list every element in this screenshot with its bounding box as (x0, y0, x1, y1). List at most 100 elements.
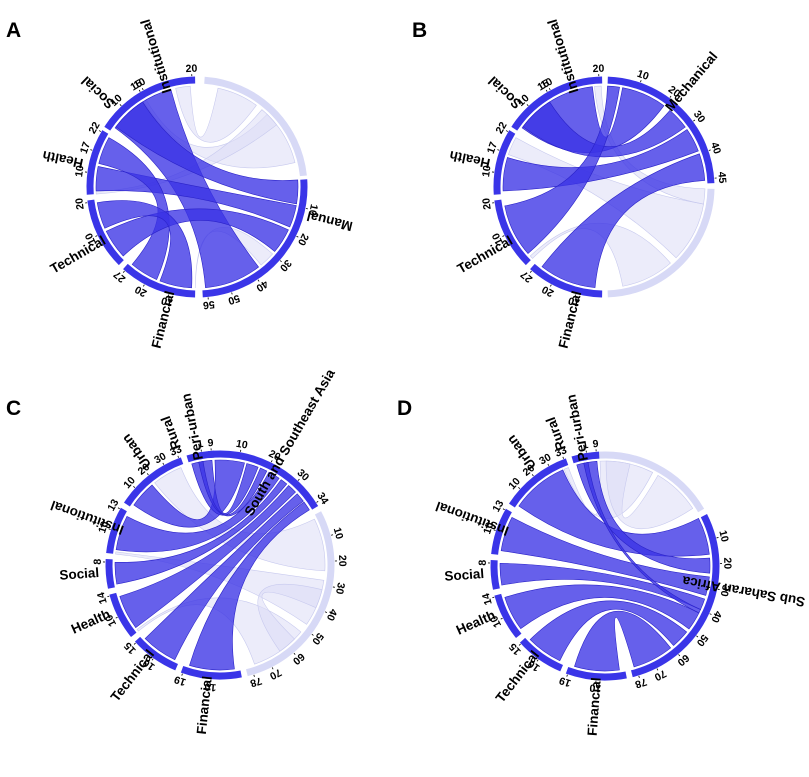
tick-label: 10 (539, 75, 555, 91)
tick-label: 20 (73, 197, 87, 210)
ribbon-highlighted (144, 493, 304, 661)
tick-mark (95, 235, 98, 237)
segment-label: Financial (149, 290, 178, 350)
tick-mark (297, 478, 300, 481)
segment-arc (491, 508, 512, 555)
ribbons (95, 85, 299, 289)
ribbon-highlighted (115, 471, 280, 553)
segment-arc (106, 507, 127, 554)
tick-label: 40 (254, 278, 270, 295)
segment-arc (530, 263, 603, 298)
ribbon-faded (257, 583, 323, 652)
tick-mark (536, 659, 539, 662)
tick-label: 8 (92, 559, 104, 565)
tick-label: 40 (324, 607, 340, 623)
tick-label: 70 (652, 667, 668, 683)
segment-arc (246, 511, 335, 677)
segment-arc (186, 450, 215, 463)
panel-letter: D (397, 397, 412, 420)
segment-label: Urban (119, 431, 154, 471)
tick-label: 13 (105, 497, 121, 513)
segment-arc (105, 91, 146, 130)
segment-label: Technical (48, 233, 109, 277)
ribbon-highlighted (499, 562, 706, 610)
tick-label: 30 (718, 584, 732, 598)
tick-mark (115, 616, 118, 619)
ribbon-faded (175, 85, 257, 143)
ribbon-highlighted (583, 462, 701, 614)
segment-arc (134, 636, 179, 671)
segment-label: Peri-urban (178, 392, 206, 461)
segment-arc (512, 91, 553, 130)
tick-label: 22 (493, 120, 509, 136)
tick-mark (271, 667, 274, 670)
tick-mark (526, 104, 529, 107)
segment-arc (631, 514, 720, 678)
segment-arc (123, 457, 184, 507)
tick-label: 10 (204, 680, 217, 693)
tick-mark (709, 613, 712, 615)
tick-label: 10 (490, 231, 506, 247)
tick-mark (108, 528, 111, 530)
ribbons (114, 459, 326, 671)
tick-mark (330, 534, 334, 536)
tick-mark (575, 294, 577, 297)
segment-arc (87, 199, 124, 266)
tick-mark (502, 235, 505, 237)
tick-label: 20 (185, 63, 197, 76)
tick-label: 10 (481, 521, 496, 536)
tick-label: 50 (226, 292, 241, 307)
tick-label: 20 (295, 232, 311, 248)
segment-label: Technical (108, 647, 158, 705)
segment-arc (208, 450, 319, 510)
tick-mark (117, 507, 120, 510)
tick-mark (231, 292, 233, 295)
tick-label: 20 (480, 197, 494, 210)
tick-label: 10 (331, 526, 346, 541)
tick-mark (181, 673, 183, 676)
tick-label: 14 (480, 592, 495, 607)
tick-label: 40 (708, 609, 724, 625)
ribbon-highlighted (529, 600, 688, 662)
ribbon-highlighted (504, 85, 620, 254)
ribbon-highlighted (189, 501, 310, 671)
tick-label: 10 (306, 203, 320, 217)
tick-label: 20 (336, 555, 348, 567)
segment-arc (86, 130, 109, 195)
tick-label: 15 (128, 77, 144, 93)
tick-label: 15 (535, 77, 551, 93)
segment-label: Social (444, 566, 485, 584)
segment-label: Social (485, 73, 524, 111)
segment-label: Financial (556, 290, 585, 350)
segment-arc (105, 559, 115, 589)
tick-label: 10 (589, 681, 602, 694)
segment-arc (494, 593, 522, 639)
ribbon-highlighted (574, 610, 672, 672)
tick-mark (168, 294, 170, 297)
tick-label: 17 (78, 140, 93, 155)
tick-mark (656, 668, 659, 671)
tick-mark (119, 104, 122, 107)
tick-mark (324, 611, 328, 613)
segment-label: Health (454, 607, 498, 637)
segment-arc (519, 637, 564, 672)
tick-mark (293, 652, 296, 655)
segment-label: Technical (493, 648, 543, 706)
segment-arc (607, 188, 715, 298)
tick-mark (107, 595, 110, 598)
tick-mark (133, 486, 136, 488)
ribbon-highlighted (518, 469, 710, 557)
panel-letter: B (412, 19, 427, 42)
ribbon-highlighted (115, 101, 299, 205)
tick-label: 10 (132, 75, 148, 91)
segment-label: Health (69, 606, 113, 636)
tick-mark (141, 87, 144, 91)
tick-mark (708, 149, 711, 151)
tick-label: 10 (716, 529, 731, 543)
tick-label: 20 (133, 283, 149, 299)
tick-mark (500, 617, 503, 620)
ribbon-highlighted (98, 137, 170, 280)
